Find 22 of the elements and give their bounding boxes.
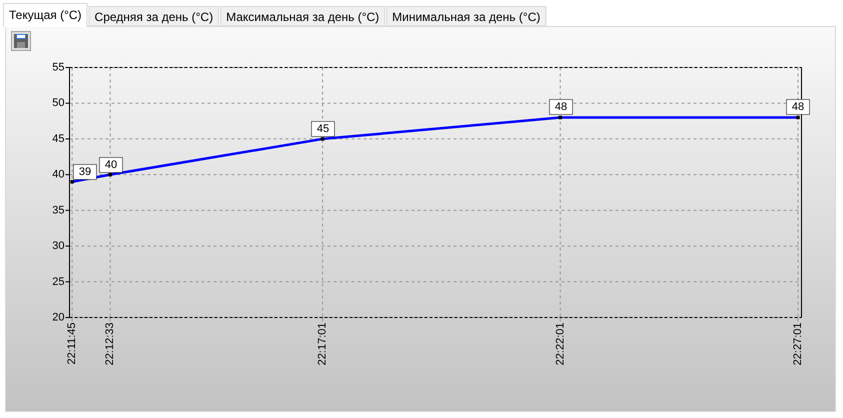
data-label: 40 <box>104 159 118 171</box>
x-tick-label: 22:17:01 <box>316 322 329 366</box>
data-label: 39 <box>78 166 92 178</box>
y-tick-label: 25 <box>52 276 64 288</box>
text: Минимальная за день (°C) <box>392 10 540 24</box>
x-tick-label: 22:12:33 <box>104 322 116 366</box>
x-tick-label: 22:11:45 <box>66 322 78 365</box>
chart-title: Текущая (°C) <box>8 8 82 22</box>
y-tick-label: 40 <box>52 168 64 181</box>
y-tick-label: 20 <box>52 312 64 324</box>
text: Средняя за день (°C) <box>94 10 214 24</box>
text: Максимальная за день (°C) <box>226 10 380 24</box>
y-tick-label: 45 <box>52 132 64 145</box>
data-label: 48 <box>554 101 568 113</box>
data-label: 45 <box>316 123 330 135</box>
x-tick-label: 22:22:01 <box>554 322 566 366</box>
y-tick-label: 30 <box>52 240 64 252</box>
y-tick-label: 35 <box>52 204 64 216</box>
y-tick-label: 55 <box>52 62 64 74</box>
y-tick-label: 50 <box>52 97 64 110</box>
data-label: 48 <box>792 101 804 113</box>
x-tick-label: 22:27:01 <box>792 322 804 366</box>
